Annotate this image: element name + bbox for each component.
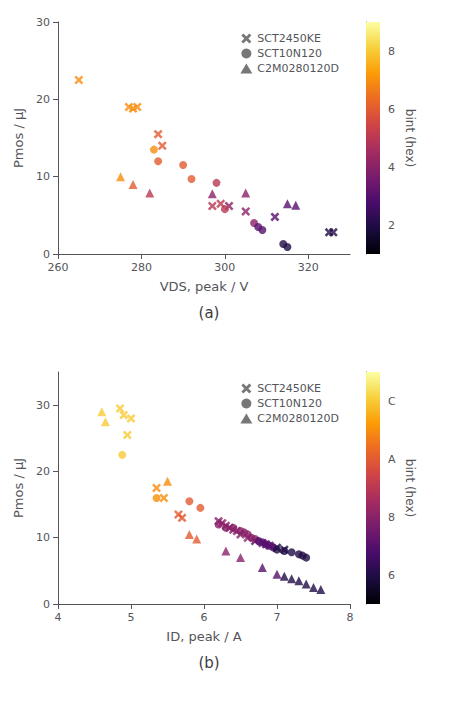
svg-text:4: 4 bbox=[388, 161, 395, 174]
svg-text:8: 8 bbox=[388, 511, 395, 524]
svg-text:6: 6 bbox=[201, 611, 208, 624]
svg-text:bint (hex): bint (hex) bbox=[403, 109, 417, 167]
svg-text:SCT2450KE: SCT2450KE bbox=[257, 32, 321, 45]
svg-text:20: 20 bbox=[36, 93, 50, 106]
svg-text:260: 260 bbox=[48, 261, 69, 274]
svg-text:10: 10 bbox=[36, 170, 50, 183]
svg-text:8: 8 bbox=[388, 45, 395, 58]
svg-text:(a): (a) bbox=[199, 304, 220, 322]
svg-text:0: 0 bbox=[43, 598, 50, 611]
svg-text:10: 10 bbox=[36, 531, 50, 544]
svg-text:A: A bbox=[388, 453, 396, 466]
svg-text:SCT10N120: SCT10N120 bbox=[257, 397, 322, 410]
svg-text:Pmos / µJ: Pmos / µJ bbox=[11, 458, 26, 518]
svg-text:4: 4 bbox=[55, 611, 62, 624]
svg-text:5: 5 bbox=[128, 611, 135, 624]
svg-text:20: 20 bbox=[36, 465, 50, 478]
svg-text:SCT2450KE: SCT2450KE bbox=[257, 382, 321, 395]
svg-text:320: 320 bbox=[298, 261, 319, 274]
svg-text:6: 6 bbox=[388, 103, 395, 116]
svg-text:0: 0 bbox=[43, 248, 50, 261]
svg-text:VDS, peak / V: VDS, peak / V bbox=[160, 279, 249, 294]
svg-text:7: 7 bbox=[274, 611, 281, 624]
svg-text:Pmos / µJ: Pmos / µJ bbox=[11, 108, 26, 168]
svg-text:30: 30 bbox=[36, 16, 50, 29]
svg-text:SCT10N120: SCT10N120 bbox=[257, 47, 322, 60]
svg-text:280: 280 bbox=[131, 261, 152, 274]
svg-text:2: 2 bbox=[388, 219, 395, 232]
svg-text:6: 6 bbox=[388, 569, 395, 582]
svg-text:30: 30 bbox=[36, 399, 50, 412]
svg-text:C2M0280120D: C2M0280120D bbox=[257, 412, 339, 425]
svg-text:300: 300 bbox=[214, 261, 235, 274]
svg-text:8: 8 bbox=[347, 611, 354, 624]
svg-text:bint (hex): bint (hex) bbox=[403, 459, 417, 517]
svg-text:(b): (b) bbox=[198, 654, 219, 672]
svg-text:C: C bbox=[388, 395, 396, 408]
svg-text:ID, peak / A: ID, peak / A bbox=[166, 629, 241, 644]
svg-text:C2M0280120D: C2M0280120D bbox=[257, 62, 339, 75]
